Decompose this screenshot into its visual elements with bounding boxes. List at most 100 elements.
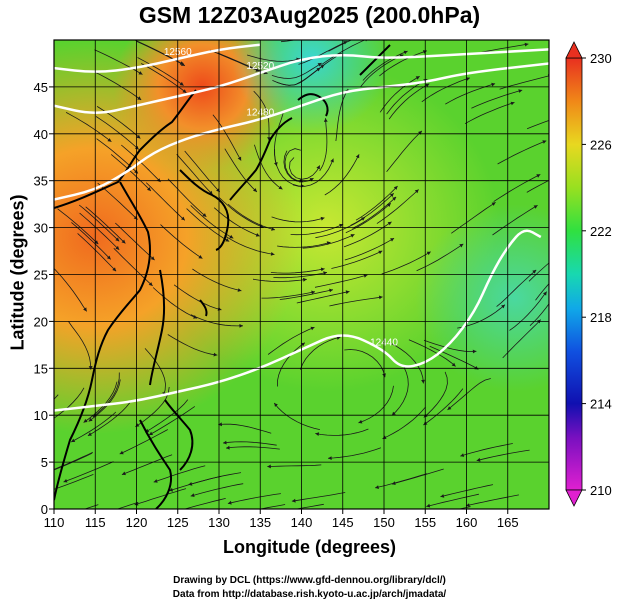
streamline	[297, 52, 342, 85]
streamline	[314, 274, 368, 288]
streamline	[379, 75, 420, 113]
streamline-arrow	[115, 237, 120, 242]
streamline	[271, 216, 325, 223]
streamline	[429, 345, 479, 370]
streamline-arrow	[88, 366, 93, 370]
streamline	[447, 378, 491, 411]
streamline-arrow	[83, 307, 87, 312]
streamline-arrow	[181, 216, 185, 221]
streamline	[335, 88, 349, 142]
colorbar: 210 214 218 222 226 230	[565, 41, 612, 507]
x-tick-label: 110	[44, 515, 65, 530]
streamline	[283, 150, 314, 183]
colorbar-tick-label: 218	[590, 310, 612, 325]
x-tick-label: 130	[208, 515, 230, 530]
streamline-arrow	[63, 479, 68, 483]
streamline-arrow	[271, 227, 275, 231]
streamline-arrow	[218, 422, 222, 427]
streamline	[222, 441, 277, 446]
streamline-arrow	[303, 277, 307, 282]
streamline	[141, 63, 187, 94]
streamline-arrow	[115, 245, 120, 250]
streamline-arrow	[83, 418, 88, 423]
chart-title: GSM 12Z03Aug2025 (200.0hPa)	[138, 2, 481, 28]
streamline-arrow	[387, 221, 392, 226]
streamline-arrow	[560, 284, 564, 288]
streamline	[358, 385, 394, 424]
streamline	[526, 120, 549, 130]
streamline-arrow	[121, 471, 126, 476]
streamline	[324, 154, 360, 196]
streamline-arrow	[291, 498, 296, 503]
streamline	[386, 130, 423, 172]
streamline	[465, 494, 519, 507]
streamline	[246, 54, 301, 62]
streamline	[121, 144, 161, 183]
streamline	[167, 178, 207, 218]
y-tick-label: 0	[41, 502, 48, 517]
streamline-arrow	[466, 77, 470, 81]
streamline	[136, 41, 186, 67]
streamline-arrow	[121, 239, 126, 244]
streamline	[492, 204, 538, 236]
streamline-arrow	[440, 494, 445, 498]
streamline-arrow	[87, 432, 92, 436]
streamline-arrow	[311, 290, 315, 295]
coastlines	[54, 44, 391, 509]
streamline-arrow	[310, 326, 315, 331]
streamline	[71, 411, 117, 443]
streamline	[496, 269, 537, 307]
streamline-arrow	[320, 267, 325, 272]
y-axis-ticks: 0 5 10 15 20 25 30 35 40 45	[34, 80, 54, 517]
y-tick-label: 40	[34, 127, 48, 142]
streamline	[79, 212, 120, 251]
streamline-arrow	[263, 70, 268, 75]
streamline-arrow	[425, 83, 430, 88]
streamline-arrow	[389, 193, 394, 198]
streamline-arrow	[361, 217, 365, 221]
streamline	[329, 296, 383, 307]
streamline	[190, 314, 244, 327]
colorbar-tick-label: 226	[590, 137, 612, 152]
streamline-arrow	[460, 453, 465, 457]
streamline	[160, 224, 203, 259]
streamline-arrow	[188, 482, 193, 486]
x-tick-label: 145	[332, 515, 354, 530]
streamline	[344, 237, 395, 261]
streamline-arrow	[466, 503, 470, 507]
streamline-arrow	[223, 440, 227, 445]
streamline-arrow	[350, 234, 355, 238]
streamline	[252, 278, 307, 282]
streamline-arrow	[345, 290, 350, 295]
streamline	[379, 50, 428, 77]
streamline	[299, 336, 341, 370]
streamline-arrow	[227, 500, 232, 505]
streamline-arrow	[229, 234, 234, 239]
streamline	[464, 102, 515, 125]
streamline	[280, 40, 297, 43]
streamline	[296, 291, 350, 304]
streamline-arrow	[390, 238, 395, 242]
streamline-arrow	[501, 304, 505, 309]
streamline-arrow	[355, 154, 360, 159]
streamline	[184, 150, 221, 193]
streamline-arrow	[217, 307, 222, 311]
streamline	[355, 185, 398, 221]
streamline	[116, 501, 139, 509]
streamline	[225, 446, 280, 450]
y-tick-label: 10	[34, 408, 48, 423]
streamline-arrow	[271, 511, 275, 515]
streamline-arrow	[148, 282, 153, 286]
streamline-arrow	[378, 250, 383, 255]
streamline	[145, 182, 186, 221]
streamline-arrow	[107, 138, 112, 142]
streamline	[315, 428, 369, 436]
colorbar-tick-label: 222	[590, 224, 612, 239]
streamline-arrow	[459, 243, 464, 248]
streamline-arrow	[179, 81, 184, 86]
streamline	[291, 492, 346, 502]
streamline	[331, 250, 383, 269]
streamline-arrow	[358, 419, 363, 424]
streamline	[183, 498, 226, 509]
